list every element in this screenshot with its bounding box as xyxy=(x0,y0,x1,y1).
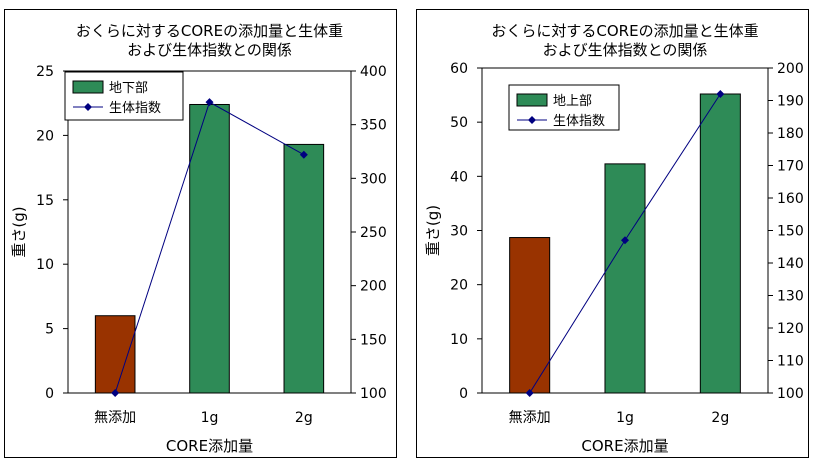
legend-label-bar: 地下部 xyxy=(109,81,148,96)
legend-label-bar: 地上部 xyxy=(553,94,592,109)
y2-tick-label: 140 xyxy=(777,256,804,272)
x-tick-label: 2g xyxy=(711,410,729,426)
y-tick-label: 20 xyxy=(36,128,54,144)
y2-tick-label: 150 xyxy=(777,224,804,240)
y-axis-label: 重さ(g) xyxy=(424,205,442,256)
bar-2 xyxy=(699,93,741,394)
y2-tick-label: 300 xyxy=(360,171,387,187)
y-tick-label: 0 xyxy=(45,386,54,402)
index-point-2 xyxy=(716,90,725,98)
bar-2 xyxy=(283,143,325,394)
x-axis-label: CORE添加量 xyxy=(581,437,668,455)
y2-tick-label: 150 xyxy=(360,332,387,348)
y2-tick-label: 180 xyxy=(777,126,804,142)
y-axis-label: 重さ(g) xyxy=(10,206,28,257)
index-point-0 xyxy=(111,389,120,397)
y-tick-label: 10 xyxy=(450,332,468,348)
x-axis-label: CORE添加量 xyxy=(166,437,253,455)
legend-box xyxy=(508,84,620,131)
legend-marker xyxy=(84,103,92,111)
chart-title: おくらに対するCOREの添加量と生体重 xyxy=(491,22,758,40)
bar-0 xyxy=(509,237,551,394)
index-point-2 xyxy=(299,150,308,159)
legend-label-line: 生体指数 xyxy=(109,101,161,116)
y-tick-label: 50 xyxy=(450,115,468,131)
legend-box xyxy=(64,71,184,121)
legend-swatch-bar xyxy=(516,93,548,107)
x-tick-label: 無添加 xyxy=(509,410,551,426)
y2-tick-label: 110 xyxy=(777,354,804,370)
y2-tick-label: 250 xyxy=(360,225,387,241)
x-tick-label: 2g xyxy=(295,410,313,426)
y2-tick-label: 170 xyxy=(777,159,804,175)
y-tick-label: 5 xyxy=(45,322,54,338)
y-tick-label: 0 xyxy=(459,386,468,402)
y-tick-label: 15 xyxy=(36,193,54,209)
index-point-0 xyxy=(525,389,534,397)
y-tick-label: 40 xyxy=(450,169,468,185)
x-tick-label: 無添加 xyxy=(94,410,136,426)
y-tick-label: 20 xyxy=(450,278,468,294)
bar-1 xyxy=(604,163,646,394)
chart-title: および生体指数との関係 xyxy=(543,41,708,59)
left-chart-panel: おくらに対するCOREの添加量と生体重 および生体指数との関係 0 5 10 15 20 25… xyxy=(4,9,397,458)
y-tick-label: 30 xyxy=(450,224,468,240)
y2-tick-label: 100 xyxy=(360,386,387,402)
y-tick-label: 10 xyxy=(36,257,54,273)
y2-tick-label: 200 xyxy=(777,61,804,77)
y2-tick-label: 400 xyxy=(360,64,387,80)
chart-title: および生体指数との関係 xyxy=(127,41,292,59)
x-tick-label: 1g xyxy=(201,410,219,426)
index-point-1 xyxy=(205,98,214,107)
y2-tick-label: 130 xyxy=(777,289,804,305)
bar-1 xyxy=(189,103,230,394)
right-chart-panel: おくらに対するCOREの添加量と生体重 および生体指数との関係 0 10 20 30 40 5… xyxy=(416,9,809,458)
legend-swatch-bar xyxy=(72,80,104,94)
legend-label-line: 生体指数 xyxy=(553,114,605,129)
index-point-1 xyxy=(621,236,629,245)
y-tick-label: 25 xyxy=(36,64,54,80)
y2-tick-label: 160 xyxy=(777,191,804,207)
y2-tick-label: 190 xyxy=(777,94,804,110)
bar-0 xyxy=(94,315,136,394)
y2-tick-label: 200 xyxy=(360,279,387,295)
y2-tick-label: 350 xyxy=(360,118,387,134)
y2-tick-label: 100 xyxy=(777,386,804,402)
legend-marker xyxy=(528,116,536,124)
y2-tick-label: 120 xyxy=(777,321,804,337)
chart-title: おくらに対するCOREの添加量と生体重 xyxy=(76,22,343,40)
x-tick-label: 1g xyxy=(616,410,634,426)
y-tick-label: 60 xyxy=(450,61,468,77)
